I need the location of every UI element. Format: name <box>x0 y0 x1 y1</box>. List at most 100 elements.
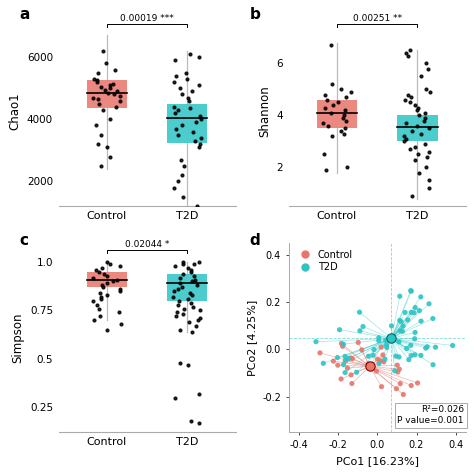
Point <box>115 309 122 316</box>
Point <box>426 88 434 96</box>
Point <box>408 192 416 200</box>
Point <box>100 270 108 277</box>
Point <box>396 317 403 324</box>
Point <box>325 122 332 129</box>
Point <box>421 114 429 122</box>
Point <box>99 283 107 291</box>
Point <box>407 342 415 349</box>
Point <box>336 326 343 334</box>
Point <box>421 140 428 148</box>
Point <box>400 132 408 140</box>
Point <box>186 289 194 297</box>
Point <box>94 95 101 103</box>
Point <box>322 166 329 174</box>
Point <box>194 316 202 324</box>
Point <box>320 151 328 158</box>
Point <box>355 338 362 346</box>
Point <box>394 368 401 376</box>
Point <box>195 419 203 427</box>
Point <box>413 106 421 114</box>
Point <box>321 91 328 99</box>
Point <box>172 125 179 132</box>
Point <box>98 264 106 272</box>
Point <box>187 266 195 273</box>
Point <box>193 202 201 210</box>
Point <box>432 344 439 351</box>
Point <box>395 338 403 346</box>
Point <box>404 91 411 99</box>
Point <box>365 360 372 368</box>
Point <box>179 310 186 318</box>
Point <box>323 96 330 104</box>
Point <box>404 316 411 324</box>
Point <box>337 375 345 383</box>
Bar <box>167 104 208 143</box>
Bar <box>87 272 127 287</box>
Point <box>189 278 196 285</box>
Point <box>180 162 188 170</box>
Y-axis label: Chao1: Chao1 <box>9 93 21 130</box>
Point <box>380 358 388 365</box>
Point <box>97 312 104 320</box>
Point <box>411 335 419 343</box>
Point <box>408 309 415 316</box>
Point <box>375 337 383 345</box>
Point <box>400 391 407 398</box>
Point <box>377 343 385 351</box>
Point <box>337 340 345 347</box>
Point <box>175 297 183 305</box>
Point <box>422 86 430 93</box>
Point <box>423 153 430 161</box>
Text: c: c <box>19 233 28 248</box>
Point <box>342 356 350 363</box>
Point <box>188 88 196 95</box>
Point <box>411 328 419 336</box>
Point <box>170 103 178 110</box>
Point <box>407 287 414 294</box>
Point <box>195 258 202 266</box>
Point <box>89 94 97 101</box>
Point <box>349 355 356 363</box>
Point <box>173 72 180 80</box>
Point <box>410 309 418 317</box>
Point <box>415 169 422 176</box>
Point <box>190 272 198 280</box>
Point <box>382 337 390 344</box>
Point <box>378 383 385 391</box>
Point <box>417 293 425 301</box>
Point <box>94 140 101 148</box>
Point <box>173 309 181 316</box>
Point <box>408 382 415 389</box>
Point <box>171 109 179 117</box>
Point <box>172 56 179 64</box>
Point <box>375 334 383 341</box>
Bar <box>317 100 357 128</box>
Point <box>93 301 100 309</box>
Point <box>373 367 380 375</box>
Point <box>172 394 179 401</box>
Point <box>109 80 117 87</box>
Point <box>113 103 120 110</box>
Point <box>411 101 419 109</box>
Point <box>117 287 124 295</box>
Text: R²=0.026
P value=0.001: R²=0.026 P value=0.001 <box>397 405 464 425</box>
Point <box>329 357 337 365</box>
Point <box>347 371 355 379</box>
Point <box>116 262 123 270</box>
Point <box>197 116 205 123</box>
Point <box>347 88 355 96</box>
Point <box>393 361 401 369</box>
Text: b: b <box>250 7 261 22</box>
Point <box>180 305 188 312</box>
Point <box>176 84 184 92</box>
Point <box>319 119 327 127</box>
Point <box>114 88 121 95</box>
Point <box>328 81 336 88</box>
Point <box>196 307 204 314</box>
Point <box>365 353 372 360</box>
Point <box>172 312 180 320</box>
Point <box>179 258 187 266</box>
Point <box>117 285 124 293</box>
Point <box>339 114 347 122</box>
Point <box>422 344 429 352</box>
